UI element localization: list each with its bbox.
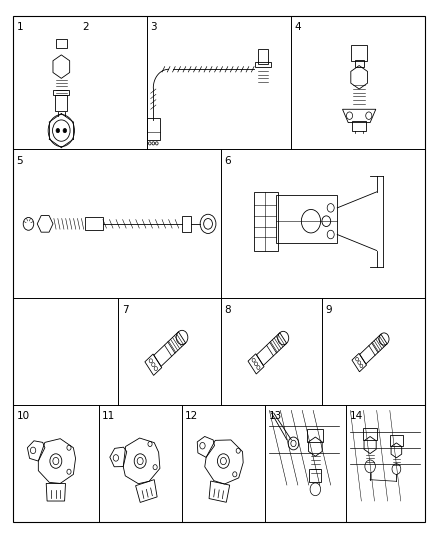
Bar <box>255 62 271 67</box>
Text: 11: 11 <box>102 411 115 422</box>
Text: 14: 14 <box>350 411 363 422</box>
Bar <box>254 192 278 251</box>
Text: 4: 4 <box>295 22 301 33</box>
Bar <box>355 60 364 67</box>
Text: 10: 10 <box>17 411 30 422</box>
Text: 7: 7 <box>122 305 128 315</box>
Text: 12: 12 <box>185 411 198 422</box>
Bar <box>351 45 367 61</box>
Bar <box>182 216 191 232</box>
Bar <box>352 121 366 131</box>
Text: 2: 2 <box>82 22 89 33</box>
Bar <box>309 469 321 482</box>
Bar <box>390 435 403 446</box>
Text: 6: 6 <box>225 156 231 166</box>
Bar <box>258 49 268 64</box>
Text: 1: 1 <box>17 22 23 33</box>
Text: 13: 13 <box>268 411 282 422</box>
Bar <box>363 428 377 440</box>
Bar <box>307 429 323 442</box>
Text: 9: 9 <box>325 305 332 315</box>
Bar <box>53 90 69 95</box>
Circle shape <box>56 128 60 133</box>
Text: 3: 3 <box>150 22 157 33</box>
Bar <box>56 39 67 48</box>
Circle shape <box>63 128 67 133</box>
Bar <box>85 217 103 230</box>
Bar <box>276 195 337 243</box>
Text: 5: 5 <box>17 156 23 166</box>
Bar <box>147 118 160 140</box>
Text: 8: 8 <box>225 305 231 315</box>
Bar <box>55 95 67 111</box>
